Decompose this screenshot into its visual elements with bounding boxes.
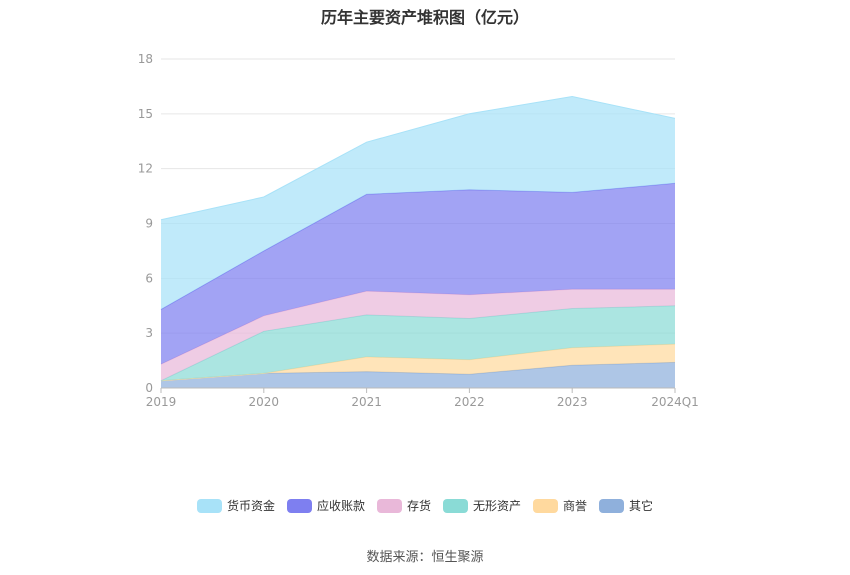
y-tick-label: 15 (138, 107, 153, 121)
y-tick-label: 6 (145, 271, 153, 285)
axes: 0 3 6 9 12 15 18 2019 2020 2021 2022 2023 2024Q1 (138, 52, 699, 409)
legend-label: 货币资金 (226, 499, 275, 513)
legend-item[interactable]: 无形资产 (443, 497, 521, 514)
x-tick-label: 2020 (249, 395, 280, 409)
area-line-5 (160, 95, 676, 221)
legend-label: 应收账款 (316, 499, 365, 513)
legend: 货币资金 应收账款 存货 无形资产 商誉 其它 (0, 497, 850, 514)
x-tick-label: 2022 (454, 395, 485, 409)
source-note: 数据来源：恒生聚源 (366, 550, 484, 565)
area-4 (161, 183, 675, 365)
legend-swatch (286, 498, 312, 513)
legend-label: 存货 (406, 499, 431, 513)
x-tick-label: 2019 (146, 395, 177, 409)
area-2 (161, 305, 675, 381)
legend-label: 商誉 (563, 499, 588, 513)
area-5 (161, 96, 675, 310)
y-tick-label: 12 (138, 162, 153, 176)
x-tick-label: 2024Q1 (651, 395, 699, 409)
chart-title: 历年主要资产堆积图（亿元） (320, 8, 529, 27)
area-3 (161, 289, 675, 381)
legend-item[interactable]: 货币资金 (196, 497, 275, 514)
legend-item[interactable]: 应收账款 (286, 497, 365, 514)
y-tick-label: 0 (145, 381, 153, 395)
legend-label: 其它 (629, 499, 654, 513)
legend-swatch (443, 498, 468, 513)
legend-item[interactable]: 商誉 (533, 497, 587, 514)
legend-swatch (599, 498, 625, 513)
x-tick-label: 2023 (557, 395, 588, 409)
area-series (160, 95, 676, 388)
y-tick-label: 18 (138, 52, 153, 66)
y-tick-label: 3 (145, 326, 153, 340)
x-tick-label: 2021 (351, 395, 382, 409)
y-tick-label: 9 (145, 217, 153, 231)
legend-label: 无形资产 (473, 499, 522, 513)
legend-swatch (533, 498, 559, 513)
legend-swatch (196, 498, 222, 513)
area-0 (161, 362, 675, 388)
legend-item[interactable]: 存货 (376, 497, 431, 514)
area-1 (161, 344, 675, 381)
legend-item[interactable]: 其它 (599, 497, 653, 514)
legend-swatch (376, 498, 402, 513)
